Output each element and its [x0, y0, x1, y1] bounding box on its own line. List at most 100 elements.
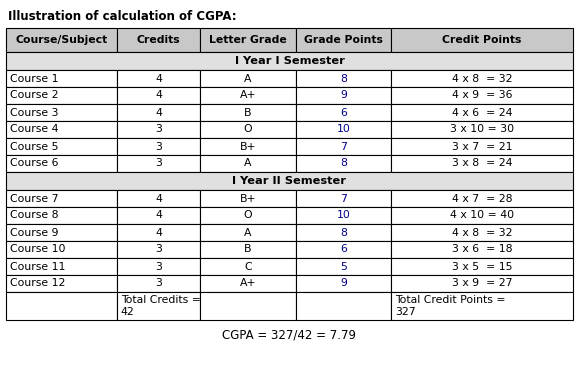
- Bar: [391, 258, 573, 275]
- Bar: [200, 224, 296, 241]
- Bar: [200, 104, 296, 121]
- Bar: [116, 258, 200, 275]
- Text: Letter Grade: Letter Grade: [209, 35, 287, 45]
- Text: 9: 9: [340, 278, 347, 288]
- Bar: [6, 172, 573, 190]
- Text: I Year I Semester: I Year I Semester: [234, 56, 345, 66]
- Bar: [391, 275, 573, 292]
- Bar: [391, 121, 573, 138]
- Text: A: A: [244, 74, 252, 84]
- Text: Total Credit Points =
327: Total Credit Points = 327: [395, 295, 505, 316]
- Bar: [6, 28, 116, 52]
- Bar: [391, 70, 573, 87]
- Text: Credit Points: Credit Points: [442, 35, 522, 45]
- Text: 10: 10: [336, 124, 350, 134]
- Bar: [200, 207, 296, 224]
- Bar: [200, 241, 296, 258]
- Text: 3 x 10 = 30: 3 x 10 = 30: [450, 124, 514, 134]
- Text: A: A: [244, 159, 252, 169]
- Text: 3: 3: [155, 159, 162, 169]
- Text: 8: 8: [340, 74, 347, 84]
- Text: 4: 4: [155, 74, 162, 84]
- Text: Course 10: Course 10: [10, 244, 65, 254]
- Bar: [391, 87, 573, 104]
- Text: Course 8: Course 8: [10, 211, 58, 221]
- Bar: [6, 190, 116, 207]
- Text: 6: 6: [340, 244, 347, 254]
- Text: 3: 3: [155, 244, 162, 254]
- Bar: [116, 241, 200, 258]
- Text: B+: B+: [240, 142, 256, 152]
- Text: 4: 4: [155, 194, 162, 204]
- Text: B+: B+: [240, 194, 256, 204]
- Bar: [200, 275, 296, 292]
- Bar: [116, 155, 200, 172]
- Text: A+: A+: [240, 90, 256, 100]
- Text: 3 x 9  = 27: 3 x 9 = 27: [452, 278, 512, 288]
- Bar: [391, 207, 573, 224]
- Text: 4 x 10 = 40: 4 x 10 = 40: [450, 211, 514, 221]
- Text: Course 11: Course 11: [10, 261, 65, 271]
- Bar: [200, 258, 296, 275]
- Text: 4 x 6  = 24: 4 x 6 = 24: [452, 107, 512, 117]
- Bar: [116, 70, 200, 87]
- Text: 5: 5: [340, 261, 347, 271]
- Text: Course 2: Course 2: [10, 90, 58, 100]
- Text: 4: 4: [155, 211, 162, 221]
- Bar: [6, 121, 116, 138]
- Bar: [391, 138, 573, 155]
- Bar: [391, 155, 573, 172]
- Bar: [296, 275, 391, 292]
- Text: 7: 7: [340, 142, 347, 152]
- Text: 4: 4: [155, 228, 162, 238]
- Bar: [296, 207, 391, 224]
- Bar: [116, 292, 200, 320]
- Text: CGPA = 327/42 = 7.79: CGPA = 327/42 = 7.79: [222, 328, 357, 341]
- Bar: [296, 241, 391, 258]
- Bar: [391, 28, 573, 52]
- Text: 6: 6: [340, 107, 347, 117]
- Bar: [116, 104, 200, 121]
- Text: O: O: [244, 211, 252, 221]
- Bar: [6, 70, 116, 87]
- Bar: [200, 155, 296, 172]
- Text: 4: 4: [155, 107, 162, 117]
- Text: 3 x 6  = 18: 3 x 6 = 18: [452, 244, 512, 254]
- Text: 8: 8: [340, 159, 347, 169]
- Text: Total Credits =
42: Total Credits = 42: [120, 295, 200, 316]
- Text: Credits: Credits: [137, 35, 180, 45]
- Text: A: A: [244, 228, 252, 238]
- Text: Course 5: Course 5: [10, 142, 58, 152]
- Bar: [296, 224, 391, 241]
- Bar: [6, 87, 116, 104]
- Text: Course 7: Course 7: [10, 194, 58, 204]
- Bar: [391, 190, 573, 207]
- Bar: [200, 87, 296, 104]
- Text: 4: 4: [155, 90, 162, 100]
- Bar: [200, 28, 296, 52]
- Text: I Year II Semester: I Year II Semester: [233, 176, 346, 186]
- Bar: [6, 52, 573, 70]
- Text: O: O: [244, 124, 252, 134]
- Bar: [116, 121, 200, 138]
- Text: Course 3: Course 3: [10, 107, 58, 117]
- Text: Course 12: Course 12: [10, 278, 65, 288]
- Bar: [296, 190, 391, 207]
- Bar: [6, 241, 116, 258]
- Text: C: C: [244, 261, 252, 271]
- Bar: [296, 292, 391, 320]
- Text: A+: A+: [240, 278, 256, 288]
- Text: 3: 3: [155, 142, 162, 152]
- Bar: [6, 275, 116, 292]
- Bar: [200, 121, 296, 138]
- Text: 4 x 9  = 36: 4 x 9 = 36: [452, 90, 512, 100]
- Bar: [6, 292, 116, 320]
- Text: 9: 9: [340, 90, 347, 100]
- Text: 4 x 8  = 32: 4 x 8 = 32: [452, 228, 512, 238]
- Bar: [116, 207, 200, 224]
- Text: Course 6: Course 6: [10, 159, 58, 169]
- Text: 3 x 5  = 15: 3 x 5 = 15: [452, 261, 512, 271]
- Text: 3: 3: [155, 124, 162, 134]
- Bar: [6, 155, 116, 172]
- Bar: [200, 70, 296, 87]
